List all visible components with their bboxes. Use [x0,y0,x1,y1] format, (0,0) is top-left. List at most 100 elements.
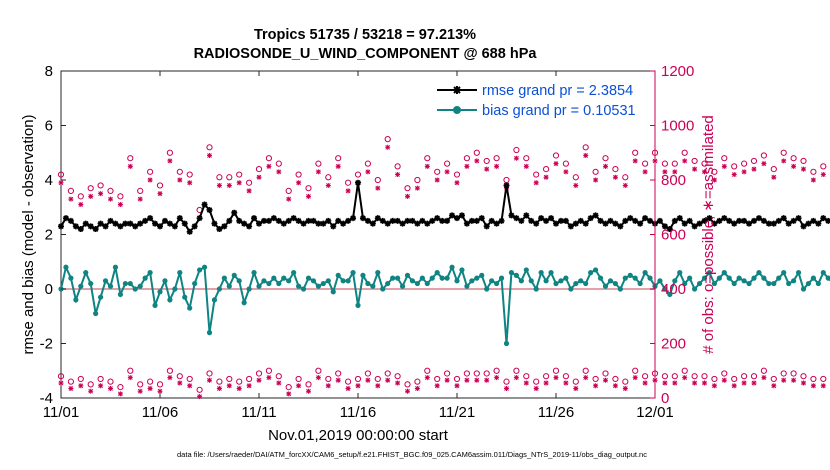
rmse-point [800,223,807,230]
obs-assimilated-marker [88,388,94,394]
obs-possible-marker [632,367,639,374]
obs-assimilated-marker [741,169,747,175]
rmse-point [77,226,84,233]
obs-possible-marker [622,378,629,385]
obs-possible-marker [790,370,797,377]
obs-assimilated-marker [801,166,806,172]
rmse-point [409,217,416,224]
rmse-point [572,220,579,227]
rmse-point [320,220,327,227]
obs-assimilated-marker [137,196,143,202]
bias-point [315,283,321,289]
x-tick-label: 11/21 [439,404,475,421]
obs-assimilated-marker [424,163,430,169]
bias-point [597,275,604,281]
obs-possible-marker [533,171,540,178]
obs-possible-marker [671,373,678,380]
obs-assimilated-marker [543,174,549,180]
rmse-point [656,217,663,224]
bias-point [78,283,84,289]
obs-assimilated-marker [78,383,84,389]
rmse-point [820,215,827,222]
obs-possible-marker [206,144,213,151]
rmse-point [498,217,505,224]
rmse-point [424,220,431,227]
rmse-point [62,215,69,222]
rmse-point [260,217,267,224]
obs-assimilated-marker [494,163,500,169]
obs-possible-marker [265,155,272,162]
obs-assimilated-marker [642,169,648,175]
obs-assimilated-marker [672,380,678,386]
obs-assimilated-marker [355,383,361,389]
bias-point [558,278,564,284]
rmse-point [706,215,713,222]
bias-point [83,270,89,276]
bias-point [503,340,510,347]
obs-possible-marker [57,171,65,178]
obs-possible-marker [622,174,629,181]
obs-possible-marker [681,149,688,156]
legend-bias-label: bias grand pr = 0.10531 [482,103,636,119]
obs-assimilated-marker [593,177,599,183]
bias-point [409,278,416,284]
bias-point [746,280,752,287]
rmse-point [374,215,381,222]
rmse-point [434,215,441,222]
obs-assimilated-marker [197,394,203,400]
y-axis-right-label: # of obs: o=possible; ∗=assimilated [700,115,717,354]
obs-possible-marker [721,370,728,377]
bias-point [439,275,445,281]
rmse-point [350,215,357,222]
bias-point [340,278,346,284]
rmse-point [265,217,272,224]
obs-possible-marker [335,370,342,377]
obs-possible-marker [384,370,391,377]
obs-assimilated-marker [632,375,638,381]
obs-possible-marker [770,375,777,383]
obs-assimilated-marker [78,202,84,208]
rmse-point [176,215,183,222]
rmse-point [582,220,589,227]
bias-point [98,294,104,300]
obs-possible-marker [156,381,164,388]
obs-possible-marker [127,367,134,374]
rmse-point [439,217,446,224]
rmse-point [142,217,149,224]
obs-possible-marker [77,193,84,200]
rmse-point [597,217,604,224]
bias-point [548,270,554,276]
obs-possible-marker [374,375,381,383]
rmse-point [627,215,634,222]
x-tick-label: 11/16 [340,404,376,421]
obs-possible-marker [335,155,342,162]
bias-point [93,310,99,317]
obs-possible-marker [364,160,371,167]
bias-point [385,280,391,287]
bias-point [459,267,465,273]
obs-possible-marker [226,174,233,181]
obs-assimilated-marker [781,377,787,383]
obs-possible-marker [305,381,312,388]
obs-assimilated-marker [692,380,698,386]
obs-possible-marker [562,160,570,167]
obs-assimilated-marker [791,377,797,383]
obs-possible-marker [345,179,352,186]
rmse-point [731,220,738,227]
bias-point [573,280,579,287]
bias-point [256,283,262,289]
rmse-point [364,217,371,224]
bias-point [588,270,594,276]
bias-point [276,280,282,287]
bias-point [375,270,381,276]
obs-possible-marker [552,152,560,159]
y-left-tick-label: 4 [45,172,53,189]
rmse-point [325,217,332,224]
legend-rmse-marker [453,86,461,94]
rmse-point [305,217,312,224]
rmse-point [785,220,792,227]
obs-possible-marker [642,373,649,380]
obs-assimilated-marker [108,385,113,391]
bias-point [142,275,148,281]
bias-point [533,286,539,292]
